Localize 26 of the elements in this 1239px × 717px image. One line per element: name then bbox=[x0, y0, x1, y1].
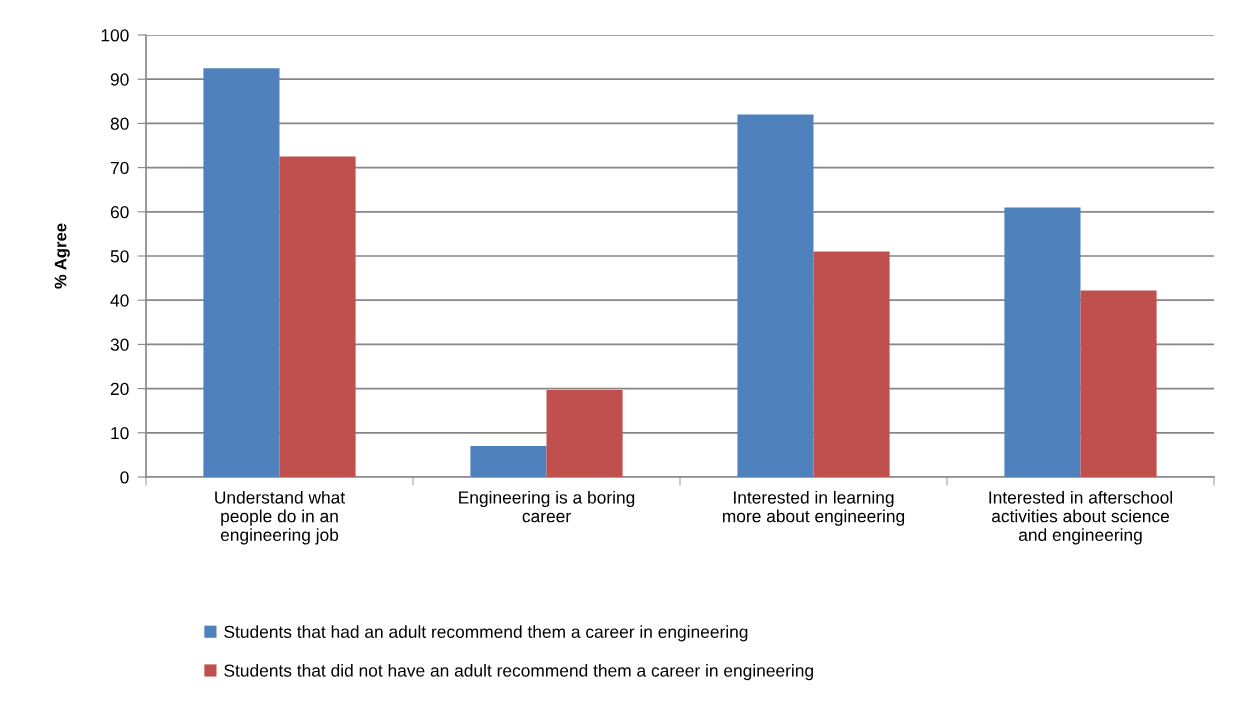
legend-label: Students that did not have an adult recommend them a career in engineering bbox=[224, 663, 813, 681]
y-tick-label: 0 bbox=[120, 471, 129, 484]
y-tick-label: 20 bbox=[110, 382, 129, 396]
y-tick-label: 10 bbox=[111, 426, 129, 440]
x-tick-label: Understand what people do in an engineering job bbox=[215, 490, 345, 545]
y-tick-label: 90 bbox=[110, 73, 129, 86]
y-tick-label: 60 bbox=[110, 205, 129, 219]
bar bbox=[203, 68, 280, 477]
bar bbox=[1004, 207, 1081, 477]
x-tick-label: Interested in learning more about engineering bbox=[722, 490, 905, 526]
y-axis-title: % Agree bbox=[54, 223, 70, 289]
y-tick-label: 80 bbox=[110, 117, 129, 130]
bar bbox=[470, 446, 547, 477]
y-tick-label: 100 bbox=[101, 29, 129, 42]
bar bbox=[279, 156, 356, 477]
bar bbox=[546, 389, 623, 477]
y-tick-label: 70 bbox=[110, 161, 129, 175]
bar bbox=[737, 114, 814, 477]
y-tick-label: 30 bbox=[110, 338, 129, 351]
x-tick-label: Engineering is a boring career bbox=[459, 490, 635, 523]
y-tick-label: 50 bbox=[110, 250, 129, 263]
bar bbox=[1080, 290, 1157, 477]
y-tick-label: 40 bbox=[110, 294, 129, 307]
legend-label: Students that had an adult recommend them a career in engineering bbox=[224, 625, 748, 642]
x-tick-label: Interested in afterschool activities about science and engineering bbox=[989, 490, 1172, 545]
bar bbox=[813, 251, 890, 477]
